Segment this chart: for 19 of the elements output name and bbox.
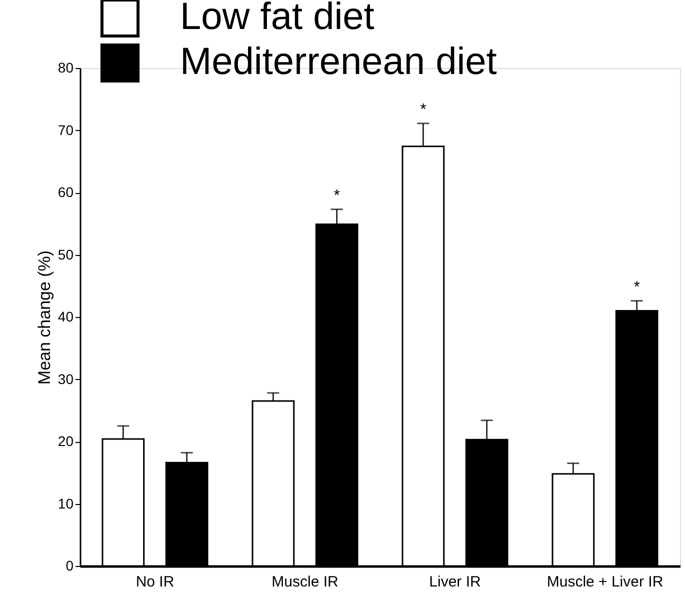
y-tick-label: 20 (58, 433, 74, 449)
y-tick-label: 60 (58, 184, 74, 200)
data-label: * (334, 187, 340, 204)
data-label: * (634, 278, 640, 296)
x-tick-label: Liver IR (429, 574, 482, 590)
legend-label: Mediterrenean diet (180, 41, 498, 83)
legend-label: Low fat diet (180, 0, 375, 38)
y-tick-label: 0 (66, 558, 74, 574)
y-tick-label: 70 (58, 122, 74, 138)
y-tick-label: 50 (58, 246, 74, 262)
y-axis-title: Mean change (%) (34, 250, 54, 385)
data-label: * (420, 101, 426, 118)
x-tick-label: Muscle IR (272, 574, 339, 590)
y-tick-label: 40 (58, 308, 74, 324)
y-tick-label: 10 (58, 495, 74, 512)
x-tick-label: No IR (136, 574, 174, 590)
y-tick-label: 80 (58, 60, 74, 76)
y-tick-label: 30 (58, 370, 74, 387)
x-tick-label: Muscle + Liver IR (546, 574, 664, 590)
